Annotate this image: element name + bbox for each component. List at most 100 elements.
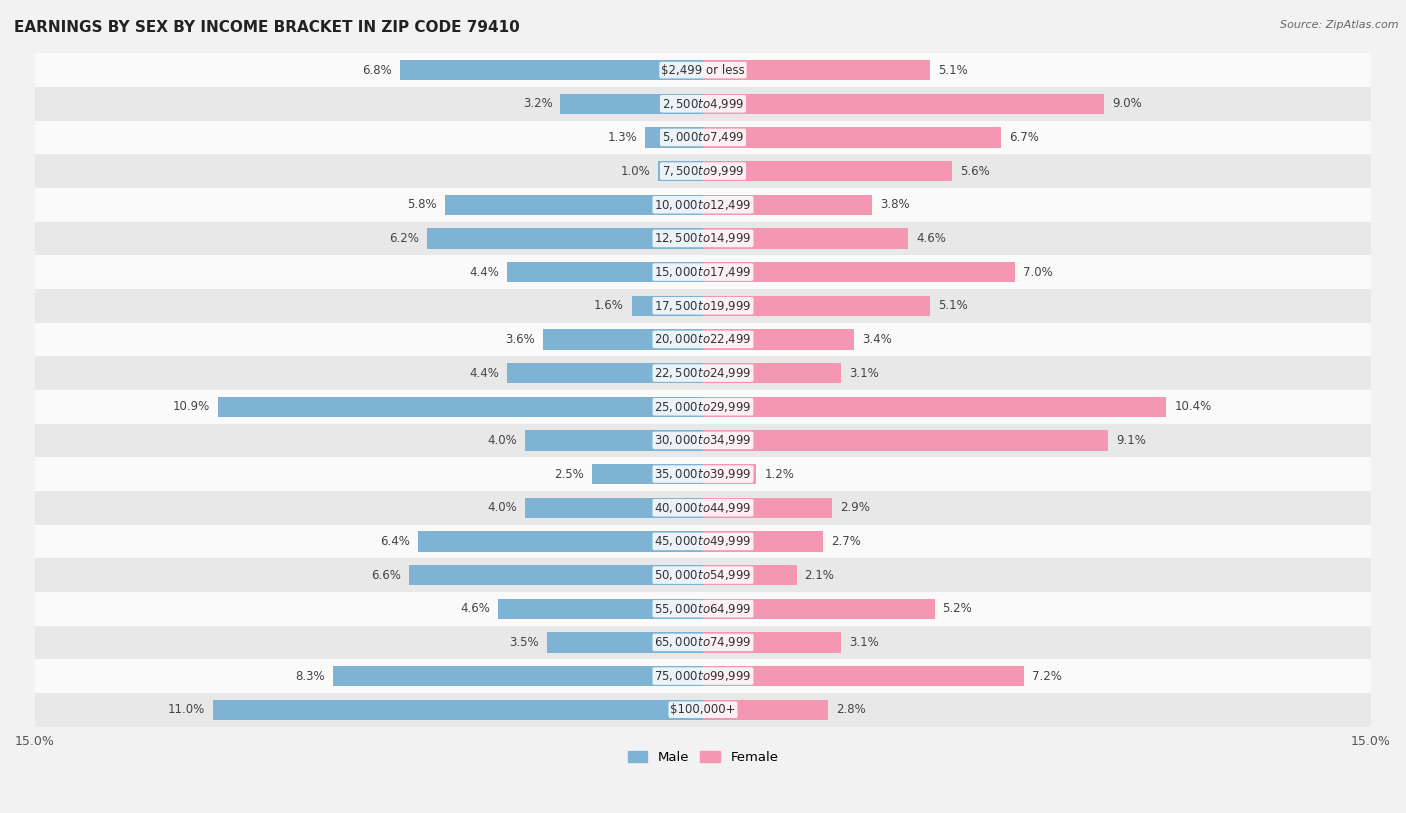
Bar	[35, 524, 1371, 559]
Bar	[35, 491, 1371, 524]
Bar	[703, 666, 1024, 686]
Bar	[631, 296, 703, 316]
Bar	[508, 262, 703, 282]
Text: 3.1%: 3.1%	[849, 367, 879, 380]
Text: 1.2%: 1.2%	[765, 467, 794, 480]
Bar	[703, 161, 952, 181]
Legend: Male, Female: Male, Female	[623, 746, 783, 769]
Bar	[498, 598, 703, 619]
Text: 3.8%: 3.8%	[880, 198, 910, 211]
Bar	[703, 498, 832, 518]
Text: 5.6%: 5.6%	[960, 164, 990, 177]
Text: 5.1%: 5.1%	[938, 299, 967, 312]
Text: 4.6%: 4.6%	[915, 232, 946, 245]
Text: $20,000 to $22,499: $20,000 to $22,499	[654, 333, 752, 346]
Text: $2,500 to $4,999: $2,500 to $4,999	[662, 97, 744, 111]
Bar	[703, 430, 1108, 450]
Text: 1.6%: 1.6%	[593, 299, 624, 312]
Text: 5.1%: 5.1%	[938, 63, 967, 76]
Bar	[35, 592, 1371, 625]
Text: 3.1%: 3.1%	[849, 636, 879, 649]
Text: $35,000 to $39,999: $35,000 to $39,999	[654, 467, 752, 481]
Bar	[35, 188, 1371, 222]
Text: $2,499 or less: $2,499 or less	[661, 63, 745, 76]
Text: $30,000 to $34,999: $30,000 to $34,999	[654, 433, 752, 447]
Text: 3.4%: 3.4%	[862, 333, 893, 346]
Bar	[444, 194, 703, 215]
Bar	[703, 128, 1001, 147]
Text: $100,000+: $100,000+	[671, 703, 735, 716]
Text: 10.4%: 10.4%	[1174, 400, 1212, 413]
Bar	[35, 625, 1371, 659]
Bar	[645, 128, 703, 147]
Bar	[218, 397, 703, 417]
Bar	[418, 532, 703, 551]
Bar	[524, 430, 703, 450]
Bar	[35, 255, 1371, 289]
Text: $15,000 to $17,499: $15,000 to $17,499	[654, 265, 752, 279]
Text: EARNINGS BY SEX BY INCOME BRACKET IN ZIP CODE 79410: EARNINGS BY SEX BY INCOME BRACKET IN ZIP…	[14, 20, 520, 35]
Text: 3.2%: 3.2%	[523, 98, 553, 111]
Text: $40,000 to $44,999: $40,000 to $44,999	[654, 501, 752, 515]
Bar	[35, 356, 1371, 390]
Bar	[703, 228, 908, 249]
Text: 5.2%: 5.2%	[942, 602, 973, 615]
Text: 4.0%: 4.0%	[486, 434, 517, 447]
Bar	[703, 60, 931, 80]
Text: $45,000 to $49,999: $45,000 to $49,999	[654, 534, 752, 549]
Bar	[703, 598, 935, 619]
Bar	[524, 498, 703, 518]
Bar	[35, 222, 1371, 255]
Bar	[703, 397, 1166, 417]
Text: $22,500 to $24,999: $22,500 to $24,999	[654, 366, 752, 380]
Text: $75,000 to $99,999: $75,000 to $99,999	[654, 669, 752, 683]
Text: 11.0%: 11.0%	[167, 703, 205, 716]
Bar	[35, 659, 1371, 693]
Text: 4.4%: 4.4%	[470, 367, 499, 380]
Text: 7.2%: 7.2%	[1032, 670, 1062, 683]
Text: 7.0%: 7.0%	[1022, 266, 1053, 279]
Text: $7,500 to $9,999: $7,500 to $9,999	[662, 164, 744, 178]
Text: 2.9%: 2.9%	[841, 502, 870, 515]
Text: 6.2%: 6.2%	[389, 232, 419, 245]
Bar	[703, 296, 931, 316]
Text: 8.3%: 8.3%	[295, 670, 325, 683]
Text: 4.6%: 4.6%	[460, 602, 491, 615]
Text: 6.8%: 6.8%	[363, 63, 392, 76]
Bar	[35, 323, 1371, 356]
Bar	[703, 532, 824, 551]
Text: $10,000 to $12,499: $10,000 to $12,499	[654, 198, 752, 211]
Text: 9.1%: 9.1%	[1116, 434, 1146, 447]
Text: 6.6%: 6.6%	[371, 568, 401, 581]
Text: 2.8%: 2.8%	[835, 703, 866, 716]
Text: 2.5%: 2.5%	[554, 467, 583, 480]
Bar	[427, 228, 703, 249]
Text: $12,500 to $14,999: $12,500 to $14,999	[654, 232, 752, 246]
Bar	[35, 120, 1371, 154]
Text: $17,500 to $19,999: $17,500 to $19,999	[654, 298, 752, 313]
Text: 1.0%: 1.0%	[620, 164, 651, 177]
Bar	[35, 457, 1371, 491]
Text: $50,000 to $54,999: $50,000 to $54,999	[654, 568, 752, 582]
Bar	[35, 559, 1371, 592]
Text: $65,000 to $74,999: $65,000 to $74,999	[654, 636, 752, 650]
Text: 1.3%: 1.3%	[607, 131, 637, 144]
Text: $5,000 to $7,499: $5,000 to $7,499	[662, 130, 744, 145]
Text: 2.7%: 2.7%	[831, 535, 860, 548]
Text: 10.9%: 10.9%	[173, 400, 209, 413]
Bar	[703, 194, 872, 215]
Bar	[35, 154, 1371, 188]
Text: 5.8%: 5.8%	[408, 198, 437, 211]
Bar	[703, 262, 1015, 282]
Bar	[214, 700, 703, 720]
Text: 6.7%: 6.7%	[1010, 131, 1039, 144]
Bar	[703, 633, 841, 653]
Bar	[703, 464, 756, 485]
Bar	[35, 54, 1371, 87]
Text: 6.4%: 6.4%	[380, 535, 411, 548]
Bar	[35, 424, 1371, 457]
Bar	[409, 565, 703, 585]
Bar	[703, 700, 828, 720]
Bar	[35, 289, 1371, 323]
Text: 3.6%: 3.6%	[505, 333, 534, 346]
